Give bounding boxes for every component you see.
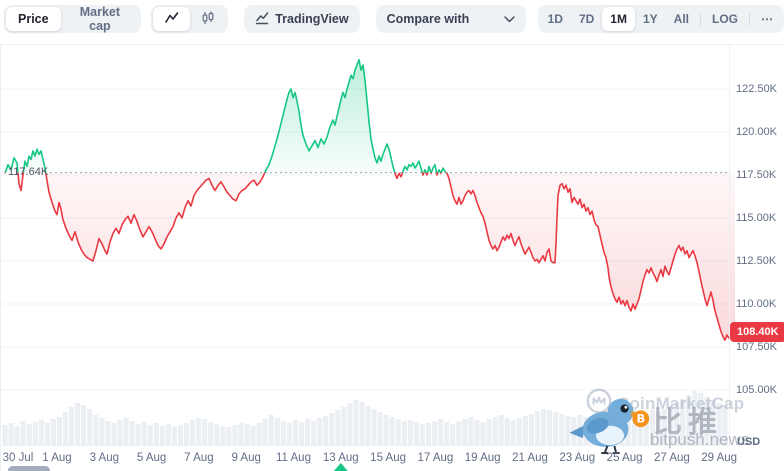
tradingview-chart-icon <box>255 11 269 28</box>
bitpush-chinese-watermark: 比推 <box>653 407 724 439</box>
bitpush-url-watermark: bitpush.news <box>650 430 750 449</box>
x-axis-tick-label: 25 Aug <box>606 452 643 464</box>
log-scale-button[interactable]: LOG <box>704 7 746 31</box>
x-axis-tick-label: 23 Aug <box>559 452 596 464</box>
y-axis-tick-label: 107.50K <box>736 340 777 353</box>
tradingview-button[interactable]: TradingView <box>244 5 360 33</box>
x-axis-tick-label: 19 Aug <box>464 452 501 464</box>
current-price-badge: 108.40K <box>730 321 784 342</box>
range-scrubber-handle[interactable] <box>8 466 50 471</box>
chart-type-toggle <box>151 5 229 33</box>
coinmarketcap-watermark: CoinMarketCap <box>586 388 744 419</box>
y-axis-tick-label: 117.50K <box>736 168 777 181</box>
chevron-down-icon <box>503 12 515 26</box>
x-axis-tick-label: 21 Aug <box>512 452 548 464</box>
x-axis-tick-label: 11 Aug <box>276 452 311 464</box>
range-all-button[interactable]: All <box>666 7 697 31</box>
divider <box>700 12 701 26</box>
x-axis-tick-label: 9 Aug <box>231 452 261 464</box>
x-axis-tick-label: 27 Aug <box>653 452 690 464</box>
chart-toolbar: Price Market cap <box>4 5 784 33</box>
tradingview-label: TradingView <box>275 12 349 26</box>
compare-with-dropdown[interactable]: Compare with <box>375 5 526 33</box>
baseline-price-label: 117.64K <box>8 166 49 178</box>
x-axis-tick-label: 5 Aug <box>136 452 167 464</box>
candlestick-icon <box>201 11 215 28</box>
x-axis-tick-label: 13 Aug <box>322 452 359 464</box>
market-cap-tab[interactable]: Market cap <box>61 5 140 33</box>
svg-text:B: B <box>636 412 645 426</box>
x-axis-tick-label: 30 Jul <box>2 452 34 464</box>
price-marketcap-toggle: Price Market cap <box>4 5 142 33</box>
y-axis-tick-label: 122.50K <box>736 82 777 95</box>
range-1m-button[interactable]: 1M <box>602 7 635 31</box>
x-axis-tick-label: 29 Aug <box>701 452 738 464</box>
y-axis-tick-label: 115.00K <box>736 211 777 224</box>
x-axis-tick-label: 17 Aug <box>417 452 454 464</box>
coinmarketcap-logo-icon <box>586 388 612 419</box>
x-axis-tick-label: 15 Aug <box>370 452 406 464</box>
x-axis-tick-label: 1 Aug <box>42 452 72 464</box>
y-axis-tick-label: 110.00K <box>736 297 777 310</box>
usd-axis-label: USD <box>737 436 761 448</box>
range-7d-button[interactable]: 7D <box>571 7 602 31</box>
x-axis-tick-label: 7 Aug <box>184 452 214 464</box>
divider <box>749 12 750 26</box>
candlestick-chart-type-button[interactable] <box>190 7 226 31</box>
range-1d-button[interactable]: 1D <box>540 7 571 31</box>
compare-with-label: Compare with <box>386 12 470 26</box>
more-options-button[interactable]: ⋯ <box>753 7 782 31</box>
y-axis-tick-label: 112.50K <box>736 254 777 267</box>
time-range-selector: 1D 7D 1M 1Y All LOG ⋯ <box>537 5 784 33</box>
bitpush-bird-logo: B <box>566 392 654 456</box>
y-axis-tick-label: 120.00K <box>736 125 777 138</box>
coinmarketcap-watermark-text: CoinMarketCap <box>617 393 745 413</box>
y-axis-tick-label: 105.00K <box>736 383 777 396</box>
range-1y-button[interactable]: 1Y <box>635 7 666 31</box>
price-tab[interactable]: Price <box>6 7 61 31</box>
x-axis-tick-label: 3 Aug <box>89 452 119 464</box>
line-chart-icon <box>164 11 179 27</box>
line-chart-type-button[interactable] <box>153 7 191 31</box>
